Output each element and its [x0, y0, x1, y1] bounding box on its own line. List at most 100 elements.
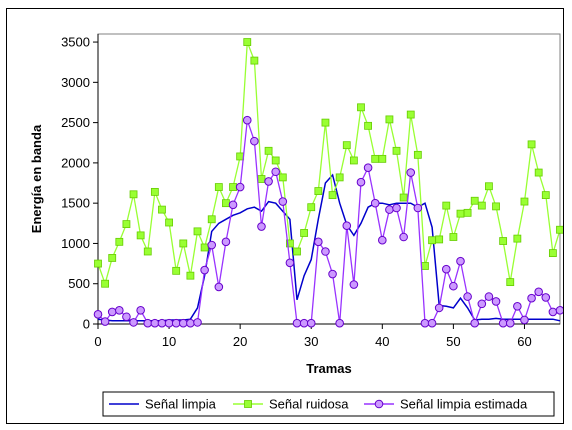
data-point — [122, 220, 131, 229]
data-point — [250, 136, 259, 146]
data-point — [115, 306, 124, 315]
data-point — [292, 318, 302, 328]
y-tick-label: 1500 — [61, 196, 90, 211]
data-point — [136, 306, 145, 315]
data-point — [534, 287, 543, 297]
data-point — [449, 233, 458, 241]
data-point — [328, 191, 337, 200]
data-point — [335, 173, 344, 182]
data-point — [527, 140, 536, 149]
data-point — [349, 156, 358, 165]
data-point — [307, 203, 316, 212]
y-tick-label: 3500 — [61, 35, 90, 50]
data-point — [541, 191, 550, 200]
x-tick-label: 0 — [94, 334, 101, 349]
data-point — [286, 239, 294, 248]
y-tick-label: 0 — [83, 317, 90, 332]
data-point — [271, 156, 280, 165]
data-point — [456, 209, 465, 218]
x-tick-label: 50 — [446, 334, 460, 349]
x-axis: 0 10 20 30 40 50 60 — [94, 323, 560, 349]
data-point — [129, 190, 138, 199]
data-point — [157, 318, 167, 328]
data-point — [485, 182, 493, 191]
data-point — [342, 141, 351, 150]
data-point — [207, 240, 217, 250]
data-point — [136, 231, 145, 240]
data-point — [93, 310, 103, 319]
data-point — [421, 262, 429, 270]
data-point — [392, 146, 401, 155]
data-point — [463, 208, 472, 217]
data-point — [164, 318, 174, 328]
data-point — [293, 247, 301, 256]
data-point — [477, 201, 486, 210]
data-point — [115, 237, 124, 246]
data-point — [434, 303, 444, 313]
data-point — [392, 203, 401, 213]
data-point — [200, 243, 209, 252]
data-point — [513, 301, 522, 311]
data-point — [222, 199, 230, 208]
data-point — [520, 315, 529, 325]
legend: Señal limpia Señal ruidosa Señal limpia es… — [102, 391, 555, 417]
data-point — [499, 237, 508, 245]
data-point — [257, 175, 266, 183]
data-point — [278, 173, 287, 182]
data-point — [243, 38, 252, 46]
data-point — [363, 163, 373, 173]
data-point — [107, 307, 117, 317]
data-point — [129, 318, 138, 327]
y-tick-label: 2500 — [61, 115, 90, 130]
data-point — [357, 103, 365, 112]
data-point — [321, 118, 330, 127]
data-point — [235, 182, 245, 192]
x-tick-label: 10 — [162, 334, 176, 349]
data-point — [513, 234, 522, 243]
data-point — [314, 237, 323, 247]
y-axis: 0 500 1000 1500 2000 2500 3000 3500 — [61, 34, 99, 332]
data-point — [385, 115, 394, 124]
y-tick-label: 3000 — [61, 75, 90, 90]
data-point — [442, 201, 451, 210]
data-point — [328, 269, 337, 279]
data-point — [242, 115, 252, 125]
data-point — [257, 222, 266, 231]
x-axis-title: Tramas — [306, 361, 352, 376]
data-point — [378, 235, 387, 245]
data-point — [186, 271, 195, 280]
y-tick-label: 1000 — [61, 236, 90, 251]
data-point — [158, 205, 166, 214]
y-axis-title: Energía en banda — [29, 124, 44, 233]
data-point — [505, 318, 515, 328]
data-point — [228, 200, 238, 210]
data-point — [122, 312, 131, 322]
legend-label: Señal limpia — [145, 397, 217, 412]
data-point — [420, 318, 430, 328]
x-tick-label: 60 — [517, 334, 531, 349]
data-point — [484, 292, 494, 301]
data-point — [193, 227, 202, 236]
series-layer — [93, 38, 563, 328]
data-point — [143, 247, 152, 256]
data-point — [150, 187, 159, 196]
data-point — [278, 197, 288, 206]
legend-swatch-marker — [374, 399, 384, 409]
data-point — [214, 183, 223, 191]
data-point — [449, 281, 458, 291]
line-chart: 0 500 1000 1500 2000 2500 3000 3500 0 10 20 30 40 50… — [29, 33, 563, 417]
data-point — [413, 150, 422, 159]
data-point — [385, 205, 394, 214]
data-point — [285, 258, 295, 268]
data-point — [271, 167, 280, 177]
legend-box — [102, 391, 555, 417]
data-point — [399, 232, 408, 242]
data-point — [179, 239, 188, 248]
x-tick-label: 40 — [375, 334, 389, 349]
data-point — [477, 299, 487, 309]
series-2 — [94, 38, 563, 288]
data-point — [506, 278, 515, 287]
data-point — [399, 193, 408, 202]
data-point — [101, 279, 110, 288]
data-point — [428, 236, 436, 245]
